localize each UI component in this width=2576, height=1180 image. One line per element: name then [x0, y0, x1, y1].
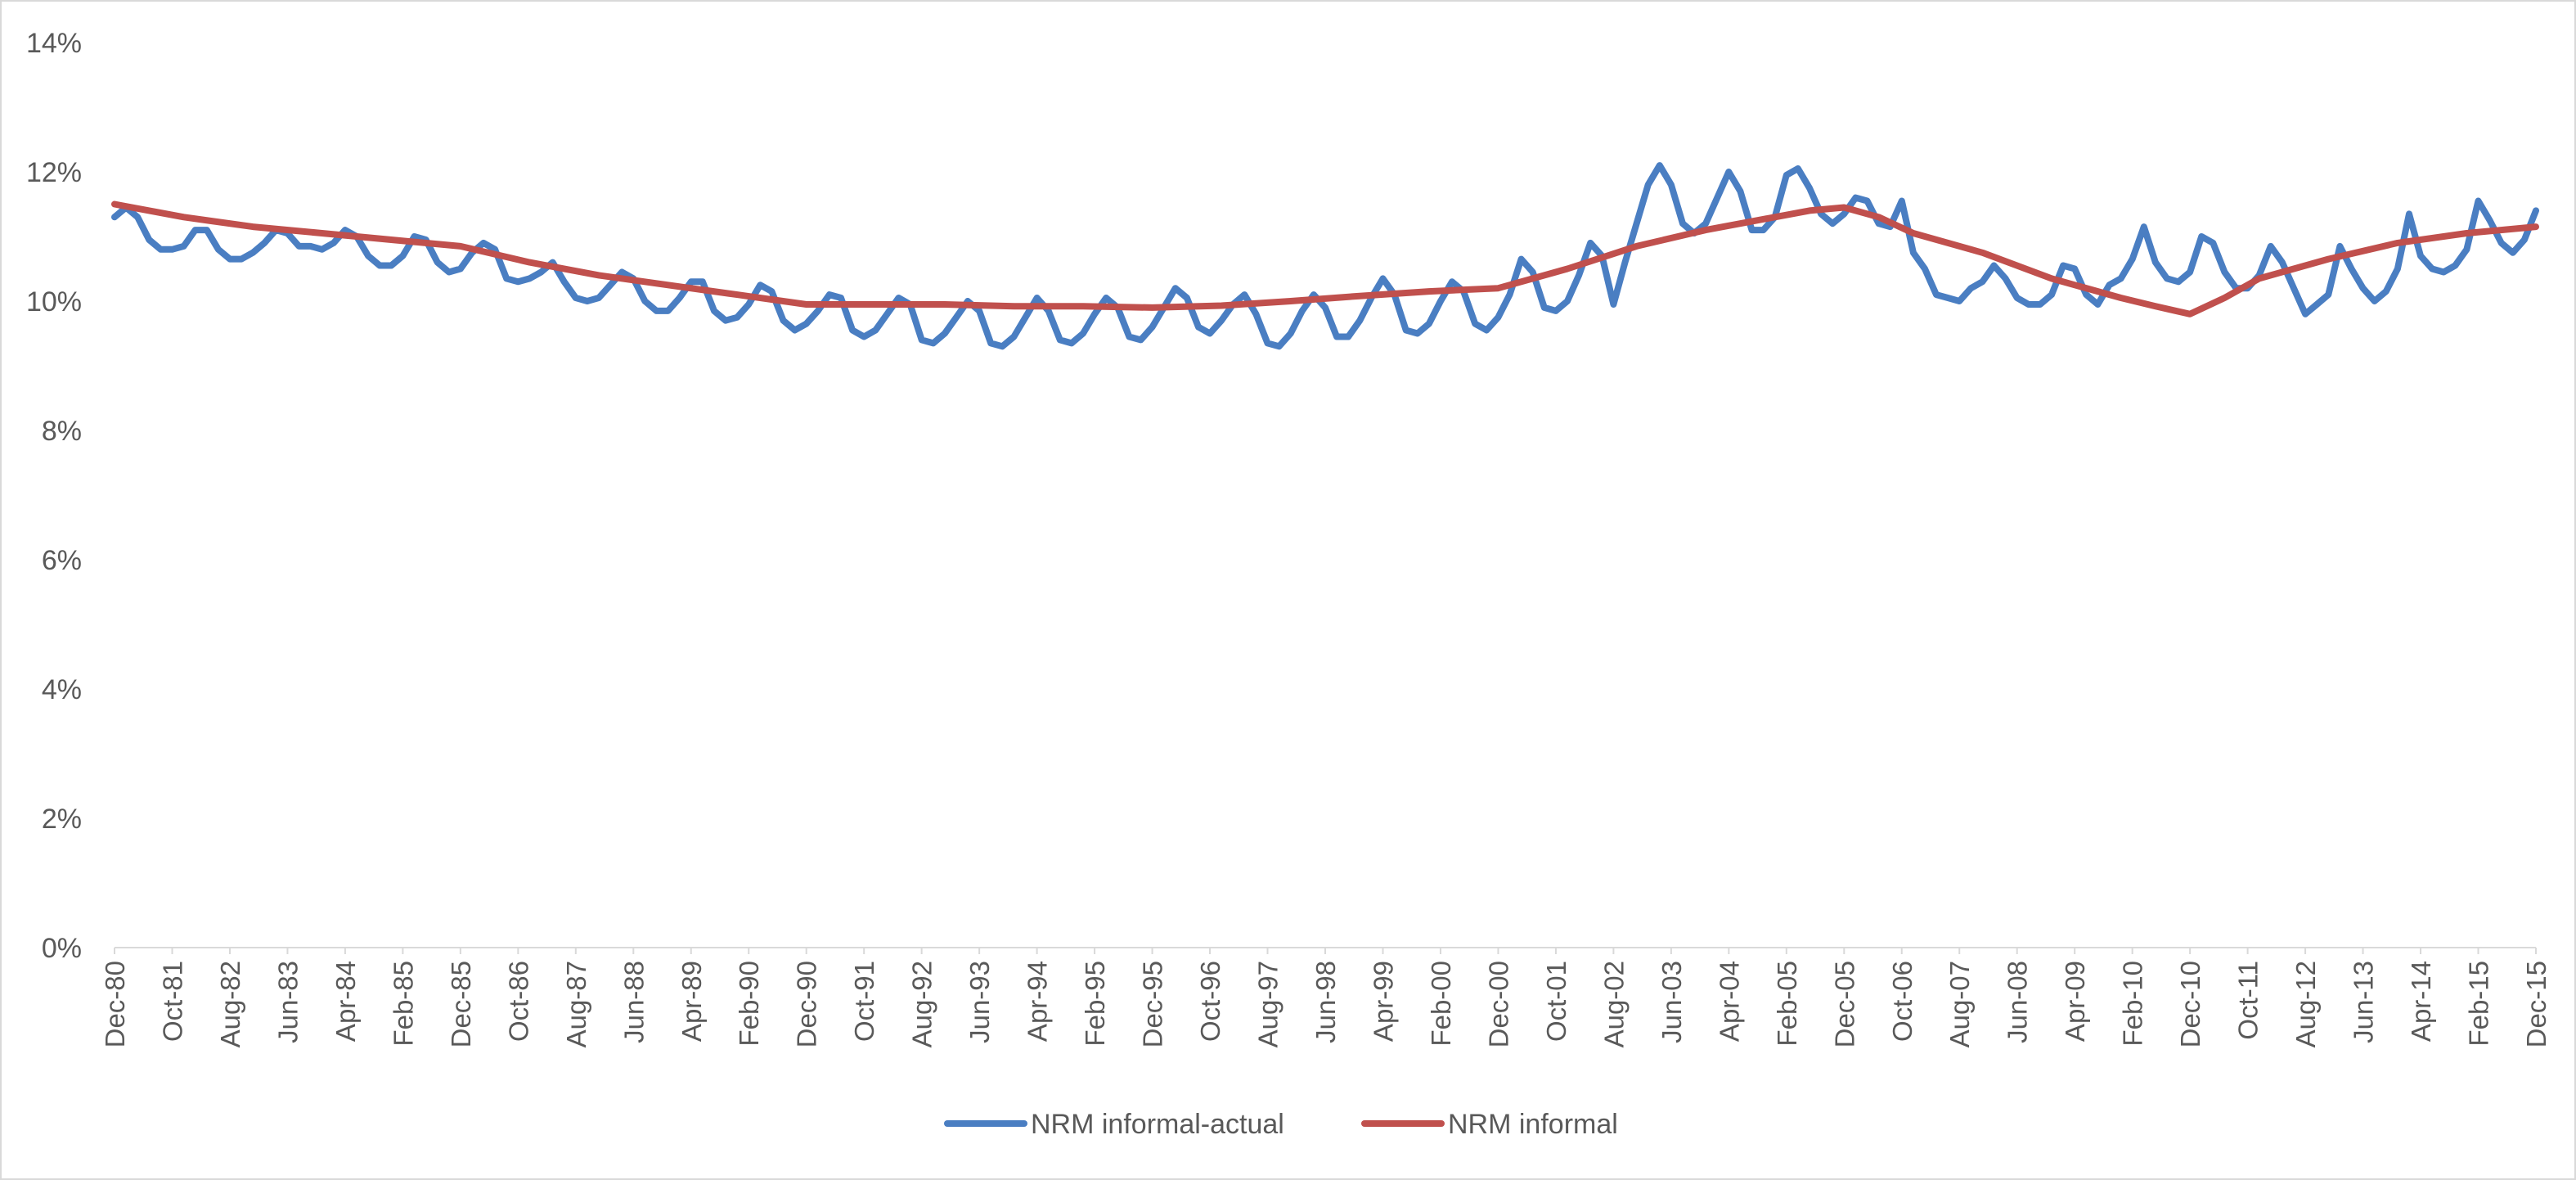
x-tick-label: Apr-94 [1023, 961, 1053, 1042]
x-tick-label: Dec-90 [792, 961, 822, 1047]
x-tick-label: Aug-92 [907, 961, 937, 1047]
x-tick-label: Dec-15 [2521, 961, 2551, 1047]
x-tick-label: Oct-96 [1195, 961, 1225, 1042]
x-tick-label: Feb-05 [1772, 961, 1802, 1047]
x-tick-label: Feb-95 [1080, 961, 1110, 1047]
y-tick-label: 0% [42, 933, 82, 964]
x-tick-label: Aug-02 [1598, 961, 1629, 1047]
x-tick-label: Feb-00 [1426, 961, 1456, 1047]
y-tick-label: 12% [26, 157, 82, 188]
x-tick-label: Feb-10 [2118, 961, 2148, 1047]
y-tick-label: 6% [42, 545, 82, 576]
series-line-trend [111, 200, 2539, 318]
x-tick-label: Dec-95 [1138, 961, 1168, 1047]
x-tick-label: Oct-81 [157, 961, 187, 1042]
x-tick-label: Jun-88 [618, 961, 649, 1043]
x-tick-label: Aug-97 [1253, 961, 1284, 1047]
x-tick-label: Feb-85 [388, 961, 418, 1047]
x-tick-label: Dec-00 [1483, 961, 1513, 1047]
x-tick-label: Aug-12 [2291, 961, 2321, 1047]
y-tick-label: 10% [26, 286, 82, 318]
x-tick-label: Feb-90 [734, 961, 764, 1047]
y-axis: 0% 2% 4% 6% 8% 10% 12% 14% [26, 28, 82, 964]
y-tick-label: 4% [42, 674, 82, 705]
series-layer [111, 162, 2539, 350]
x-tick-label: Jun-08 [2003, 961, 2033, 1043]
x-tick-label: Apr-84 [330, 961, 361, 1042]
legend-label: NRM informal [1448, 1109, 1618, 1140]
x-tick-label: Aug-07 [1944, 961, 1975, 1047]
y-tick-label: 2% [42, 804, 82, 835]
x-tick-label: Oct-86 [503, 961, 533, 1042]
x-tick-label: Dec-80 [100, 961, 130, 1047]
x-axis: Dec-80 Oct-81 Aug-82 Jun-83 Apr-84 Feb-85 Dec-… [100, 948, 2551, 1047]
y-tick-label: 14% [26, 28, 82, 59]
x-tick-label: Oct-11 [2233, 961, 2264, 1040]
x-tick-label: Apr-99 [1368, 961, 1398, 1042]
x-tick-label: Jun-98 [1310, 961, 1341, 1043]
x-tick-label: Oct-06 [1887, 961, 1917, 1042]
x-tick-label: Jun-93 [964, 961, 995, 1043]
legend: NRM informal-actual NRM informal [944, 1109, 1618, 1140]
x-tick-label: Oct-01 [1541, 961, 1571, 1042]
x-tick-label: Jun-83 [272, 961, 303, 1043]
x-tick-label: Jun-03 [1657, 961, 1687, 1043]
x-tick-label: Dec-10 [2175, 961, 2205, 1047]
x-tick-label: Feb-15 [2464, 961, 2494, 1047]
y-tick-label: 8% [42, 416, 82, 447]
x-tick-label: Aug-87 [561, 961, 591, 1047]
x-tick-label: Jun-13 [2349, 961, 2379, 1043]
x-tick-label: Oct-91 [849, 961, 879, 1042]
x-tick-label: Apr-09 [2060, 961, 2090, 1042]
x-tick-label: Apr-04 [1714, 961, 1744, 1042]
x-tick-label: Dec-05 [1829, 961, 1859, 1047]
x-tick-label: Aug-82 [215, 961, 245, 1047]
x-tick-label: Apr-14 [2406, 961, 2436, 1042]
series-line-actual [111, 162, 2539, 350]
x-tick-label: Apr-89 [677, 961, 707, 1042]
legend-label: NRM informal-actual [1031, 1109, 1284, 1140]
x-tick-label: Dec-85 [446, 961, 476, 1047]
